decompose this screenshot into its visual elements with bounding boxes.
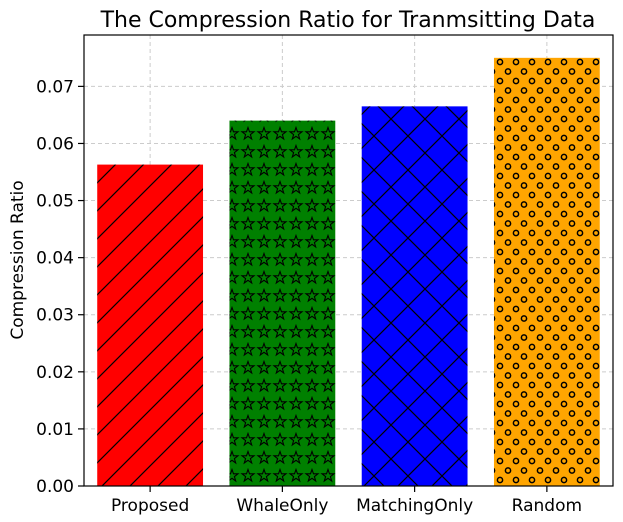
y-axis-label: Compression Ratio	[8, 180, 28, 339]
bar-hatch-diagonal	[97, 164, 204, 487]
bar-hatch-stars	[229, 120, 336, 487]
bar-hatch-circles	[493, 57, 600, 486]
x-tick-label: Proposed	[111, 496, 189, 516]
y-axis-ticks: 0.00 0.01 0.02 0.03 0.04 0.05 0.06 0.07	[36, 77, 84, 497]
y-tick-label: 0.05	[36, 192, 74, 212]
chart-title: The Compression Ratio for Tranmsitting D…	[100, 8, 596, 33]
bar-matchingonly	[361, 106, 468, 487]
bars-group	[97, 57, 600, 487]
x-tick-label: MatchingOnly	[356, 496, 473, 516]
x-tick-label: WhaleOnly	[236, 496, 328, 516]
y-tick-label: 0.04	[36, 249, 74, 269]
bar-proposed	[97, 164, 204, 487]
y-tick-label: 0.07	[36, 77, 74, 97]
bar-hatch-crosshatch	[361, 106, 468, 487]
x-tick-label: Random	[512, 496, 582, 516]
y-tick-label: 0.00	[36, 477, 74, 497]
bar-whaleonly	[229, 120, 336, 487]
y-tick-label: 0.02	[36, 363, 74, 383]
y-tick-label: 0.01	[36, 420, 74, 440]
y-tick-label: 0.03	[36, 306, 74, 326]
plot-frame	[83, 34, 614, 487]
x-axis-ticks: Proposed WhaleOnly MatchingOnly Random	[111, 486, 582, 516]
y-tick-label: 0.06	[36, 134, 74, 154]
bar-random	[493, 57, 600, 486]
